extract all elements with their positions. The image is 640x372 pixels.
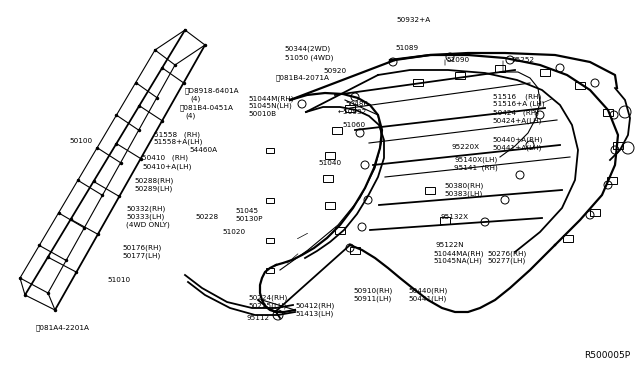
Text: 51090: 51090 bbox=[447, 57, 470, 62]
Text: 51045: 51045 bbox=[236, 208, 259, 214]
Text: 50486: 50486 bbox=[346, 101, 369, 107]
Bar bbox=[603, 109, 613, 115]
Text: 51045NA(LH): 51045NA(LH) bbox=[434, 258, 483, 264]
Text: (4): (4) bbox=[191, 95, 201, 102]
Text: 51060: 51060 bbox=[342, 122, 365, 128]
Bar bbox=[607, 176, 617, 183]
Bar bbox=[332, 126, 342, 134]
Text: 50176(RH): 50176(RH) bbox=[123, 245, 162, 251]
Text: 51558+A(LH): 51558+A(LH) bbox=[154, 139, 203, 145]
Bar bbox=[266, 237, 274, 243]
Text: 50177(LH): 50177(LH) bbox=[123, 253, 161, 259]
Text: 50224(RH): 50224(RH) bbox=[248, 294, 287, 301]
Text: ⓃD8918-6401A: ⓃD8918-6401A bbox=[184, 88, 239, 94]
Bar bbox=[323, 174, 333, 182]
Text: 51516+A (LH): 51516+A (LH) bbox=[493, 101, 545, 108]
Text: 50920: 50920 bbox=[323, 68, 346, 74]
Text: 51089: 51089 bbox=[396, 45, 419, 51]
Bar bbox=[350, 247, 360, 253]
Text: (4WD ONLY): (4WD ONLY) bbox=[126, 222, 170, 228]
Text: 51045N(LH): 51045N(LH) bbox=[248, 103, 292, 109]
Text: 50288(RH): 50288(RH) bbox=[134, 177, 173, 184]
Text: Ⓑ081B4-2071A: Ⓑ081B4-2071A bbox=[275, 75, 329, 81]
Text: 50344(2WD): 50344(2WD) bbox=[285, 45, 331, 52]
Bar bbox=[495, 64, 505, 71]
Bar bbox=[266, 198, 274, 202]
Bar bbox=[266, 267, 274, 273]
Bar bbox=[575, 81, 585, 89]
Text: 50225(LH): 50225(LH) bbox=[248, 302, 287, 309]
Text: 51020: 51020 bbox=[223, 229, 246, 235]
Bar bbox=[455, 71, 465, 78]
Text: (4): (4) bbox=[186, 113, 196, 119]
Text: Ⓑ081A4-2201A: Ⓑ081A4-2201A bbox=[35, 325, 89, 331]
Text: 50911(LH): 50911(LH) bbox=[353, 295, 392, 302]
Text: 51044M(RH): 51044M(RH) bbox=[248, 95, 294, 102]
Text: 50130P: 50130P bbox=[236, 217, 263, 222]
Text: 51558   (RH): 51558 (RH) bbox=[154, 131, 200, 138]
Text: 50289(LH): 50289(LH) bbox=[134, 185, 173, 192]
Text: 50440+A(RH): 50440+A(RH) bbox=[493, 136, 543, 143]
Bar bbox=[425, 186, 435, 193]
Text: 50410+A(LH): 50410+A(LH) bbox=[142, 163, 191, 170]
Text: 51010: 51010 bbox=[108, 277, 131, 283]
Bar bbox=[325, 151, 335, 158]
Text: 95252: 95252 bbox=[512, 57, 535, 62]
Text: 50424   (RH): 50424 (RH) bbox=[493, 109, 539, 116]
Text: 95112: 95112 bbox=[246, 315, 269, 321]
Text: 50410   (RH): 50410 (RH) bbox=[142, 155, 188, 161]
Bar bbox=[335, 227, 345, 234]
Bar bbox=[440, 217, 450, 224]
Text: R500005P: R500005P bbox=[584, 351, 630, 360]
Text: 51516    (RH): 51516 (RH) bbox=[493, 93, 541, 100]
Bar bbox=[563, 234, 573, 241]
Text: 54460A: 54460A bbox=[189, 147, 218, 153]
Bar bbox=[540, 68, 550, 76]
Bar bbox=[613, 141, 623, 148]
Text: 50383(LH): 50383(LH) bbox=[445, 191, 483, 198]
Text: ←50932: ←50932 bbox=[337, 109, 367, 115]
Text: 50440(RH): 50440(RH) bbox=[408, 288, 447, 294]
Bar bbox=[590, 208, 600, 215]
Text: 50424+A(LH): 50424+A(LH) bbox=[493, 118, 542, 124]
Text: 95140X(LH): 95140X(LH) bbox=[454, 157, 498, 163]
Text: 50441(LH): 50441(LH) bbox=[408, 295, 447, 302]
Bar bbox=[413, 78, 423, 86]
Text: 51044MA(RH): 51044MA(RH) bbox=[434, 250, 484, 257]
Text: 95220X: 95220X bbox=[451, 144, 479, 150]
Text: 95122N: 95122N bbox=[435, 242, 464, 248]
Bar bbox=[266, 148, 274, 153]
Text: 95141  (RH): 95141 (RH) bbox=[454, 165, 498, 171]
Text: 50010B: 50010B bbox=[248, 111, 276, 117]
Bar bbox=[345, 105, 355, 112]
Text: 51413(LH): 51413(LH) bbox=[296, 310, 334, 317]
Text: 50228: 50228 bbox=[195, 214, 218, 219]
Text: 50276(RH): 50276(RH) bbox=[488, 250, 527, 257]
Text: 50332(RH): 50332(RH) bbox=[126, 205, 165, 212]
Bar bbox=[325, 202, 335, 208]
Text: 50412(RH): 50412(RH) bbox=[296, 302, 335, 309]
Text: 50277(LH): 50277(LH) bbox=[488, 258, 526, 264]
Text: 51050 (4WD): 51050 (4WD) bbox=[285, 54, 333, 61]
Text: 95132X: 95132X bbox=[440, 214, 468, 219]
Text: 50932+A: 50932+A bbox=[397, 17, 431, 23]
Text: 50380(RH): 50380(RH) bbox=[445, 183, 484, 189]
Text: Ⓑ081B4-0451A: Ⓑ081B4-0451A bbox=[179, 105, 233, 111]
Text: 50910(RH): 50910(RH) bbox=[353, 288, 392, 294]
Text: 51040: 51040 bbox=[319, 160, 342, 166]
Text: 50100: 50100 bbox=[69, 138, 92, 144]
Text: 50333(LH): 50333(LH) bbox=[126, 213, 164, 220]
Text: 50441+A(LH): 50441+A(LH) bbox=[493, 144, 542, 151]
